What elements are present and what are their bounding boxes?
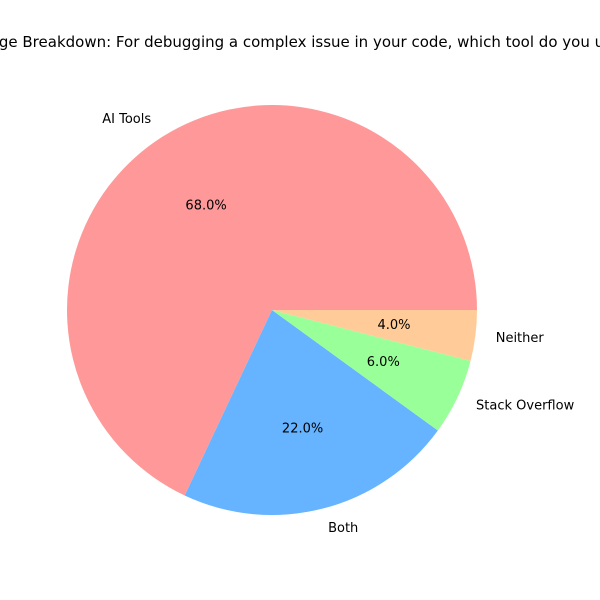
category-label-neither: Neither xyxy=(496,331,545,346)
percent-label-stack-overflow: 6.0% xyxy=(367,355,400,370)
pie-slice-stack-overflow xyxy=(272,310,471,431)
pie-slice-both xyxy=(184,310,438,515)
chart-title: Usage Breakdown: For debugging a complex… xyxy=(0,33,600,51)
pie-labels: AI Tools 68.0% Both 22.0% Stack Overflow 6.0%… xyxy=(102,112,574,536)
category-label-ai-tools: AI Tools xyxy=(102,112,151,127)
percent-label-both: 22.0% xyxy=(282,422,323,437)
pie-slices xyxy=(66,105,477,515)
pie-slice-neither xyxy=(272,310,477,361)
category-label-stack-overflow: Stack Overflow xyxy=(476,399,575,414)
percent-label-neither: 4.0% xyxy=(378,318,411,333)
pie-slice-ai-tools xyxy=(66,105,477,496)
percent-label-ai-tools: 68.0% xyxy=(185,199,226,214)
category-label-both: Both xyxy=(328,521,358,536)
